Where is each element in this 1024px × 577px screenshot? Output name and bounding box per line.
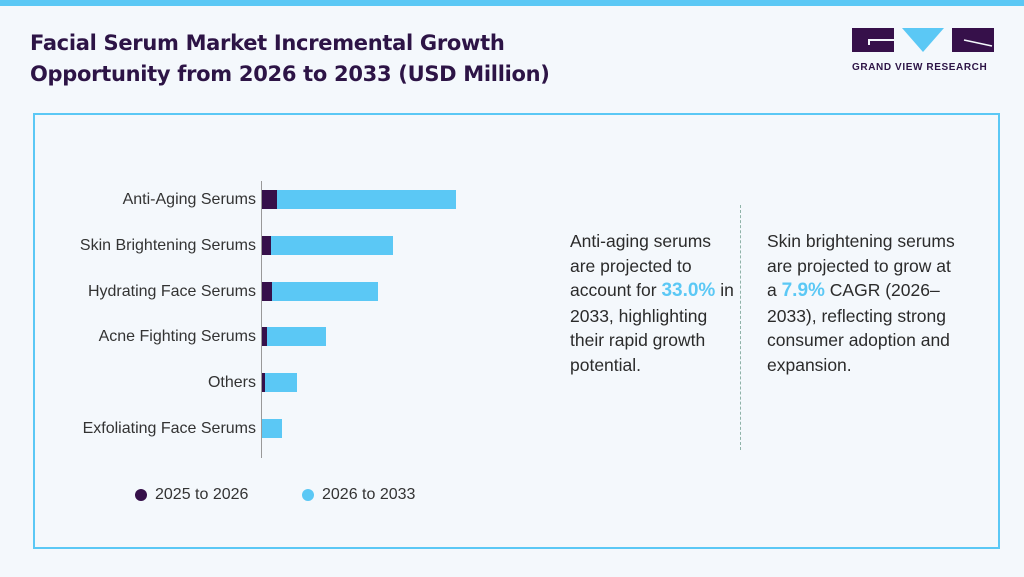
category-label: Skin Brightening Serums [79,236,256,254]
note-highlight: 7.9% [781,280,825,301]
bar-2026-2033 [272,281,378,301]
y-axis-line [261,181,262,458]
note-text: Anti-aging serums are projected to accou… [570,231,712,300]
title-line-1: Facial Serum Market Incremental Growth [30,31,505,55]
divider [740,205,741,450]
logo-text: GRAND VIEW RESEARCH [852,62,988,73]
legend-item-2025-2026: 2025 to 2026 [135,486,248,504]
page-title: Facial Serum Market Incremental Growth O… [30,28,550,90]
grand-view-research-logo: GRAND VIEW RESEARCH [852,28,994,73]
legend-label: 2025 to 2026 [155,486,249,503]
title-line-2: Opportunity from 2026 to 2033 (USD Milli… [30,62,550,86]
legend-swatch-dark [135,489,147,501]
legend-swatch-light [302,489,314,501]
category-label: Acne Fighting Serums [98,328,256,346]
note-text: CAGR (2026–2033), reflecting strong cons… [767,280,950,375]
category-label: Exfoliating Face Serums [82,420,256,437]
bar-2025-2026 [261,373,265,393]
legend-label: 2026 to 2033 [322,486,416,503]
bar-2026-2033 [265,373,297,393]
note-text: Skin brightening serums are projected to… [767,231,955,300]
note-text: in 2033, highlighting their rapid growth… [570,280,734,375]
top-accent-bar [0,0,1024,6]
insight-skin-brightening: Skin brightening serums are projected to… [767,229,957,377]
category-label: Others [207,374,256,392]
category-label: Anti-Aging Serums [122,191,256,208]
bar-2026-2033 [277,190,456,209]
bar-2025-2026 [261,281,272,301]
bar-2025-2026 [261,235,271,255]
logo-mark-icon [852,28,994,52]
bar-2025-2026 [261,190,277,209]
bar-2026-2033 [262,419,282,438]
category-label: Hydrating Face Serums [87,282,256,300]
bar-2026-2033 [267,327,326,347]
bar-2025-2026 [261,327,267,347]
legend-item-2026-2033: 2026 to 2033 [302,486,415,504]
note-highlight: 33.0% [661,280,716,301]
bar-2026-2033 [271,235,393,255]
insight-anti-aging: Anti-aging serums are projected to accou… [570,229,740,377]
chart-frame [33,113,1000,549]
